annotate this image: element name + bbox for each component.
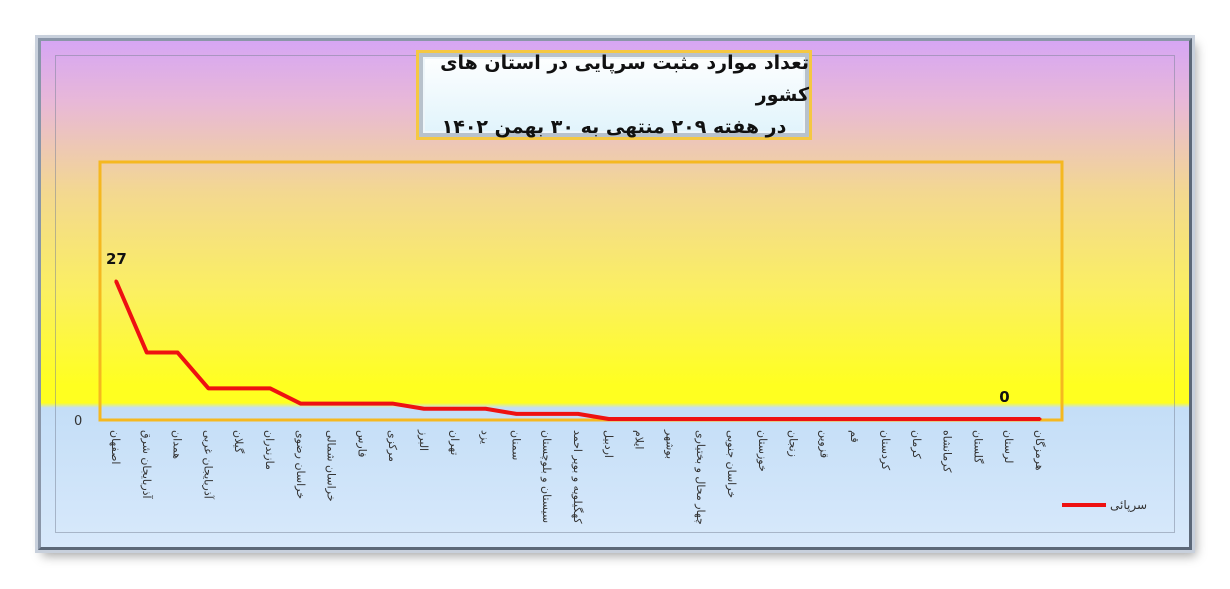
- x-tick-label: هرمزگان: [1033, 430, 1046, 471]
- x-tick-label: خراسان جنوبی: [725, 430, 738, 498]
- x-tick-label: اصفهان: [109, 430, 122, 464]
- data-point: [422, 407, 426, 411]
- x-tick-label: سیستان و بلوچستان: [540, 430, 553, 523]
- x-tick-label: مازندران: [263, 430, 276, 470]
- data-point: [299, 402, 303, 406]
- x-tick-label: کرمان: [910, 430, 923, 459]
- data-point: [176, 351, 180, 355]
- x-tick-label: کردستان: [879, 430, 892, 471]
- data-point: [514, 412, 518, 416]
- data-point: [699, 417, 703, 421]
- data-point: [391, 402, 395, 406]
- x-tick-label: کهگیلویه و بویر احمد: [571, 430, 584, 524]
- data-point: [1038, 417, 1042, 421]
- x-tick-label: گلستان: [971, 430, 984, 464]
- x-tick-label: اردبیل: [602, 430, 615, 458]
- x-tick-label: یزد: [479, 430, 492, 444]
- data-point: [976, 417, 980, 421]
- data-point: [145, 351, 149, 355]
- x-tick-label: قم: [848, 430, 861, 443]
- chart-title: تعداد موارد مثبت سرپایی در استان های کشو…: [416, 50, 812, 140]
- legend-label: سرپائی: [1110, 498, 1148, 512]
- data-point: [268, 386, 272, 390]
- x-tick-label: همدان: [171, 430, 184, 459]
- y-tick-label: 0: [74, 414, 82, 429]
- data-point: [1007, 417, 1011, 421]
- data-point: [853, 417, 857, 421]
- data-point: [607, 417, 611, 421]
- x-tick-label: سمنان: [509, 430, 522, 460]
- series-line: [114, 280, 1040, 421]
- data-point: [237, 386, 241, 390]
- x-tick-label: آذربایجان شرق: [140, 430, 154, 500]
- x-tick-label: ایلام: [633, 430, 646, 450]
- data-point: [730, 417, 734, 421]
- x-tick-label: زنجان: [787, 430, 800, 457]
- x-tick-label: لرستان: [1002, 430, 1015, 463]
- legend: سرپائی: [1062, 498, 1147, 512]
- data-point: [114, 279, 118, 283]
- plot-area-border: [98, 160, 1064, 422]
- data-point: [668, 417, 672, 421]
- x-tick-label: کرمانشاه: [941, 430, 954, 473]
- x-tick-label: چهار محال و بختیاری: [694, 430, 707, 525]
- x-tick-label: آذربایجان غربی: [201, 430, 215, 500]
- title-line-1: تعداد موارد مثبت سرپایی در استان های کشو…: [440, 52, 809, 106]
- data-label: 27: [106, 250, 127, 268]
- x-tick-label: قزوین: [817, 430, 830, 458]
- x-tick-label: خوزستان: [756, 430, 769, 472]
- x-tick-label: بوشهر: [663, 429, 676, 459]
- x-tick-label: فارس: [355, 430, 368, 457]
- title-line-2: در هفته ۲۰۹ منتهی به ۳۰ بهمن ۱۴۰۲: [441, 116, 787, 138]
- data-point: [946, 417, 950, 421]
- data-point: [792, 417, 796, 421]
- x-tick-label: خراسان رضوی: [294, 430, 307, 499]
- data-point: [638, 417, 642, 421]
- legend-swatch: [1062, 503, 1106, 507]
- x-tick-label: خراسان شمالی: [325, 430, 338, 502]
- x-tick-label: مرکزی: [386, 430, 399, 462]
- data-point: [484, 407, 488, 411]
- x-tick-label: تهران: [448, 430, 461, 455]
- data-point: [915, 417, 919, 421]
- data-point: [360, 402, 364, 406]
- data-point: [761, 417, 765, 421]
- data-point: [330, 402, 334, 406]
- x-tick-label: گیلان: [232, 430, 245, 454]
- data-point: [453, 407, 457, 411]
- data-point: [822, 417, 826, 421]
- data-point: [206, 386, 210, 390]
- data-label: 0: [999, 388, 1009, 406]
- data-point: [884, 417, 888, 421]
- data-point: [545, 412, 549, 416]
- x-tick-label: البرز: [417, 429, 430, 451]
- data-point: [576, 412, 580, 416]
